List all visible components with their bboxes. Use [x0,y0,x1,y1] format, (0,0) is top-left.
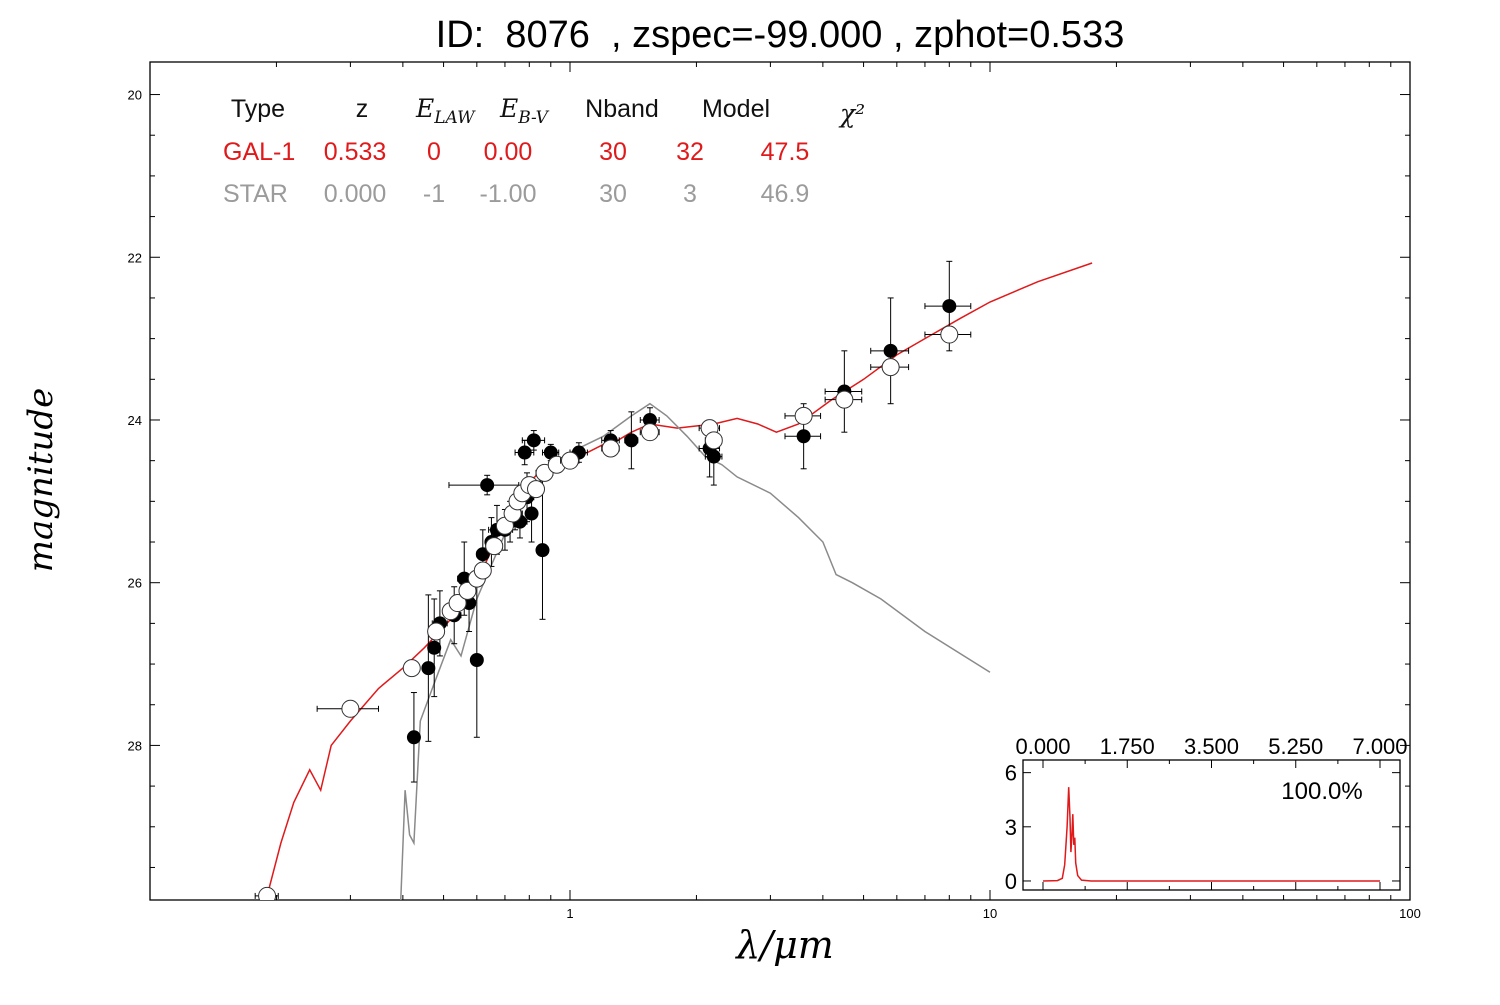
chart-title: ID: 8076 , zspec=-99.000 , zphot=0.533 [435,14,1125,56]
inset-y-tick-label: 0 [1005,869,1017,894]
table-cell: 0.000 [324,180,387,208]
observed-point [942,299,957,314]
table-header-type: Type [231,95,285,123]
observed-point [526,433,541,448]
model-point [640,423,659,442]
observed-point [706,449,721,464]
model-point [427,622,446,641]
observed-point [524,506,539,521]
model-point [458,581,477,600]
table-row-type: GAL-1 [223,138,295,166]
inset-probability-label: 100.0% [1281,778,1362,805]
table-cell: 46.9 [761,180,810,208]
model-point [473,561,492,580]
inset-y-tick-label: 3 [1005,815,1017,840]
table-cell: 0.533 [324,138,387,166]
model-point [881,358,900,377]
series-line-gal-1 [266,262,1093,897]
model-point [704,431,723,450]
observed-point [427,640,442,655]
observed-point [517,445,532,460]
inset-pdf-line [1042,787,1380,882]
observed-point [535,543,550,558]
inset-background [1022,759,1400,890]
y-tick-label: 24 [128,413,142,428]
y-tick-label: 28 [128,738,142,753]
table-cell: -1 [423,180,445,208]
y-axis-label: magnitude [21,388,61,573]
x-tick-label: 1 [566,906,573,921]
model-point [448,594,467,613]
y-tick-label: 26 [128,576,142,591]
table-cell: -1.00 [480,180,537,208]
model-point [341,699,360,718]
model-point [835,390,854,409]
model-point [940,325,959,344]
table-cell: 0 [427,138,441,166]
inset-x-tick-label: 0.000 [1015,734,1070,759]
model-point [527,480,546,499]
inset-x-tick-label: 7.000 [1352,734,1407,759]
table-cell: 30 [599,138,627,166]
inset-x-tick-label: 3.500 [1184,734,1239,759]
model-point [402,659,421,678]
observed-point [469,652,484,667]
model-point [561,451,579,470]
table-cell: 3 [683,180,697,208]
table-cell: 30 [599,180,627,208]
table-header-elaw: ELAW [415,94,476,128]
table-header-nband: Nband [585,95,659,123]
table-header-ebv: EB-V [499,94,550,128]
model-point [601,439,620,458]
inset-x-tick-label: 5.250 [1268,734,1323,759]
table-row-type: STAR [223,180,288,208]
model-point [258,886,277,900]
observed-point [624,433,639,448]
table-header-z: z [356,95,369,123]
observed-point [475,547,490,562]
y-tick-label: 22 [128,250,142,265]
x-tick-label: 10 [983,906,997,921]
inset-x-tick-label: 1.750 [1100,734,1155,759]
observed-point [421,661,436,676]
inset-y-tick-label: 6 [1005,761,1017,786]
table-header-model: Model [702,95,770,123]
model-point [794,406,813,425]
observed-point [796,429,811,444]
table-cell: 32 [676,138,704,166]
table-cell: 47.5 [761,138,810,166]
observed-point [406,730,421,745]
table-cell: 0.00 [484,138,533,166]
plot-frame [149,61,1411,901]
x-tick-label: 100 [1399,906,1421,921]
observed-point [480,478,495,493]
table-header-chi2: χ² [838,99,865,128]
x-axis-label: λ/μm [734,923,834,967]
model-point [485,537,504,556]
observed-point [883,343,898,358]
plot-content [254,260,1093,900]
y-tick-label: 20 [128,88,142,103]
